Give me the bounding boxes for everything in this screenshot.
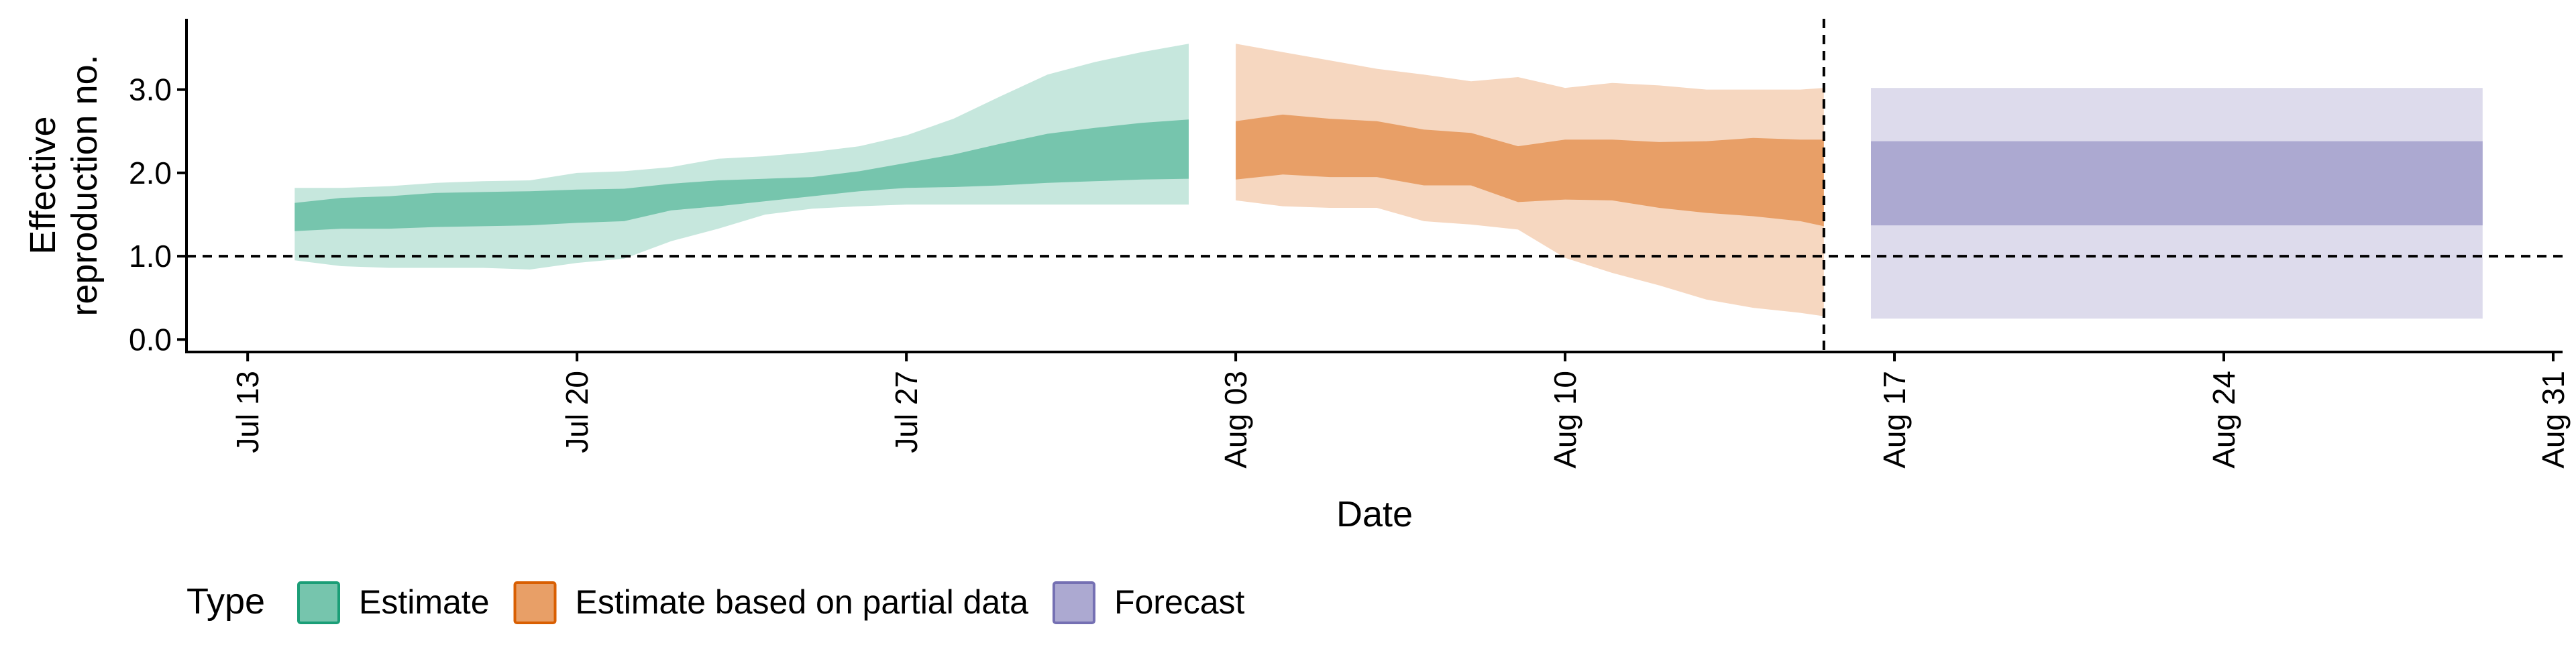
x-tick-label: Aug 24 [2206, 371, 2241, 469]
legend-key-forecast [1052, 581, 1095, 624]
x-tick-label: Aug 31 [2536, 371, 2571, 469]
y-axis-title-line: reproduction no. [64, 54, 105, 316]
reference-line-layer [186, 19, 2563, 352]
x-tick-label: Jul 27 [889, 371, 924, 453]
x-tick-label: Aug 17 [1877, 371, 1912, 469]
legend: Type Estimate Estimate based on partial d… [186, 581, 1245, 624]
y-tick-label: 1.0 [129, 239, 172, 274]
x-tick-label: Jul 20 [559, 371, 594, 453]
x-tick-label: Aug 10 [1548, 371, 1582, 469]
y-axis-title-line: Effective [23, 116, 63, 254]
y-tick-label: 3.0 [129, 72, 172, 107]
x-tick-label: Jul 13 [230, 371, 265, 453]
band-50-estimate [294, 119, 1189, 231]
band-50-forecast [1871, 141, 2483, 226]
legend-label-forecast: Forecast [1114, 583, 1245, 621]
band-layer [294, 44, 2483, 319]
axis-labels-layer: Date Effectivereproduction no. [23, 54, 1413, 534]
legend-label-estimate-based-on-partial-data: Estimate based on partial data [576, 583, 1029, 621]
legend-key-estimate [297, 581, 340, 624]
band-50-estimate-based-on-partial-data [1236, 114, 1824, 227]
x-tick-label: Aug 03 [1218, 371, 1253, 469]
axes-layer: 0.0 1.0 2.0 3.0 Jul 13 Jul 20 Jul 27 Aug 03 Aug … [129, 19, 2571, 469]
legend-title: Type [186, 581, 265, 622]
y-tick-label: 0.0 [129, 322, 172, 357]
y-axis-title: Effectivereproduction no. [23, 54, 105, 316]
legend-label-estimate: Estimate [359, 583, 490, 621]
y-tick-label: 2.0 [129, 156, 172, 190]
x-axis-title: Date [1336, 494, 1413, 534]
legend-key-estimate-based-on-partial-data [513, 581, 557, 624]
